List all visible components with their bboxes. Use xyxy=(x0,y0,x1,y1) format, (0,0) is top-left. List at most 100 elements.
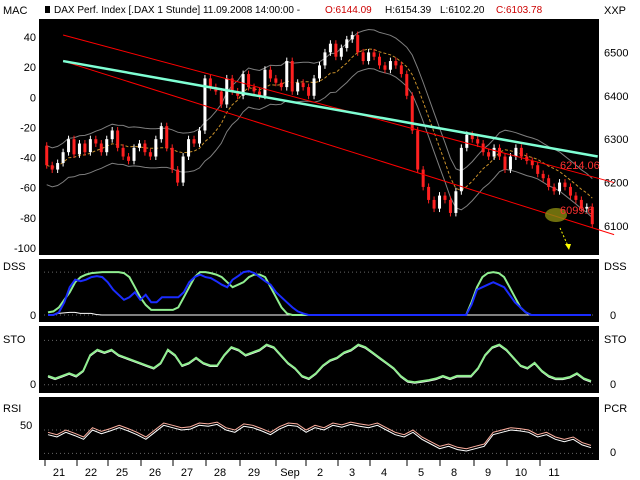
candle-body-19 xyxy=(148,152,152,157)
mac-tick-6: -80 xyxy=(20,213,36,225)
bollinger-upper xyxy=(46,28,593,179)
candle-body-29 xyxy=(203,78,207,131)
candle-body-14 xyxy=(121,147,125,157)
x-tick-label-5: 28 xyxy=(214,467,226,479)
candle-body-46 xyxy=(296,82,300,92)
candle-body-57 xyxy=(356,35,360,53)
header-high: H:6154.39 xyxy=(385,5,432,16)
candle-body-4 xyxy=(67,139,71,153)
x-tick-label-14: 10 xyxy=(515,467,527,479)
x-tick-label-8: 2 xyxy=(317,467,323,479)
candle-body-17 xyxy=(137,143,141,148)
mac-tick-5: -60 xyxy=(20,183,36,195)
candle-body-77 xyxy=(465,134,469,148)
candle-body-53 xyxy=(334,43,338,57)
candle-body-72 xyxy=(438,195,442,209)
candle-body-30 xyxy=(208,78,212,88)
candle-body-68 xyxy=(416,130,420,170)
candle-body-90 xyxy=(536,165,540,174)
candle-body-64 xyxy=(394,61,398,66)
x-tick-label-15: 11 xyxy=(548,467,559,479)
candle-body-9 xyxy=(94,139,98,144)
candle-body-43 xyxy=(279,82,283,88)
mac-tick-7: -100 xyxy=(14,243,36,255)
x-axis: 21 22 25 26 27 28 29 Sep 2 3 4 5 8 9 10 11 xyxy=(44,460,560,479)
candle-body-36 xyxy=(241,74,245,96)
candle-body-95 xyxy=(563,182,567,187)
xxp-tick-1: 6400 xyxy=(604,91,628,103)
candle-body-24 xyxy=(176,169,180,183)
candle-body-85 xyxy=(508,156,512,170)
price-panel[interactable] xyxy=(39,19,599,255)
candle-body-52 xyxy=(328,43,332,53)
candle-body-44 xyxy=(285,61,289,88)
candle-body-37 xyxy=(247,74,251,88)
candle-body-23 xyxy=(170,147,174,170)
candle-body-7 xyxy=(83,143,87,153)
xxp-tick-3: 6200 xyxy=(604,178,628,190)
xxp-axis-label: XXP xyxy=(604,5,626,17)
candle-body-13 xyxy=(116,130,120,148)
candle-body-96 xyxy=(568,186,572,196)
candle-body-98 xyxy=(579,199,583,209)
candle-body-91 xyxy=(541,173,545,179)
candle-body-27 xyxy=(192,139,196,144)
candle-body-69 xyxy=(421,169,425,187)
candle-body-89 xyxy=(530,160,534,166)
x-tick-label-11: 5 xyxy=(418,467,424,479)
candle-body-5 xyxy=(72,139,76,155)
mac-tick-4: -40 xyxy=(20,153,36,165)
header-low: L:6102.20 xyxy=(440,5,485,16)
candle-body-22 xyxy=(165,126,169,148)
rsi-series-0 xyxy=(47,423,592,452)
candle-body-45 xyxy=(290,61,294,92)
candle-body-65 xyxy=(399,65,403,75)
candle-body-11 xyxy=(105,139,109,153)
candle-body-82 xyxy=(492,147,496,157)
candle-body-76 xyxy=(459,147,463,192)
candle-body-94 xyxy=(558,182,562,192)
dss-panel[interactable] xyxy=(39,259,599,322)
candle-body-3 xyxy=(61,152,65,164)
sto-lines xyxy=(44,339,595,386)
header-title: DAX Perf. Index [.DAX 1 Stunde] 11.09.20… xyxy=(54,5,300,16)
candle-body-42 xyxy=(274,78,278,83)
x-tick-label-0: 21 xyxy=(53,467,65,479)
candle-body-47 xyxy=(301,82,305,88)
candle-body-67 xyxy=(410,95,414,131)
mac-axis-ticks: 40 20 0 -20 -40 -60 -80 -100 xyxy=(14,32,36,255)
candle-body-60 xyxy=(372,52,376,57)
candle-body-2 xyxy=(56,163,60,170)
annotation-lower: 6099.6 xyxy=(560,205,594,217)
rsi-series-1 xyxy=(47,421,592,450)
dss-zero-tick-left: 0 xyxy=(30,310,36,322)
forecast-arrow xyxy=(559,227,571,250)
candle-body-28 xyxy=(197,130,201,144)
rsi-left-label: RSI xyxy=(3,403,21,415)
candle-body-18 xyxy=(143,143,147,153)
header-icon xyxy=(45,6,50,13)
candle-body-50 xyxy=(318,65,321,79)
xxp-tick-4: 6100 xyxy=(604,221,628,233)
channel-upper xyxy=(62,34,615,184)
bollinger-lower xyxy=(46,67,593,218)
candle-body-34 xyxy=(230,78,234,92)
x-tick-label-9: 3 xyxy=(349,467,355,479)
candle-body-8 xyxy=(88,139,92,153)
candle-body-78 xyxy=(470,134,474,140)
candle-body-0 xyxy=(45,145,49,166)
rsi-50-tick: 50 xyxy=(20,420,32,432)
candle-body-81 xyxy=(487,152,491,157)
x-tick-label-12: 8 xyxy=(451,467,457,479)
candle-body-6 xyxy=(77,143,81,155)
candle-body-71 xyxy=(432,199,436,209)
dss-zero-tick-right: 0 xyxy=(610,310,616,322)
xxp-tick-0: 6500 xyxy=(604,47,628,59)
candle-body-48 xyxy=(307,87,311,96)
sto-zero-tick-right: 0 xyxy=(610,379,616,391)
candle-body-26 xyxy=(187,139,191,157)
x-tick-label-13: 9 xyxy=(485,467,491,479)
x-tick-label-7: Sep xyxy=(280,467,300,479)
